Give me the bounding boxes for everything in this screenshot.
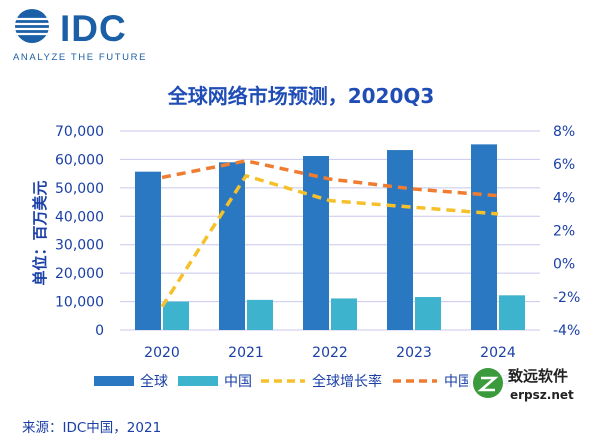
y-axis-label: 单位：百万美元 (31, 180, 49, 285)
right-tick-label: -4% (553, 323, 580, 339)
right-tick-label: -2% (553, 290, 580, 306)
idc-logo: IDC ANALYZE THE FUTURE (13, 8, 147, 63)
legend-label-global: 全球 (140, 373, 168, 390)
logo-name: IDC (60, 8, 127, 49)
globe-icon (15, 9, 49, 43)
legend-swatch-global (94, 376, 134, 386)
left-tick-label: 20,000 (55, 266, 104, 282)
legend-item-global: 全球 (94, 373, 168, 390)
bar-global (303, 156, 329, 330)
right-axis-ticks: -4% -2% 0% 2% 4% 6% 8% (553, 124, 580, 339)
legend-item-global-growth: 全球增长率 (261, 373, 382, 390)
bar-china (331, 298, 357, 330)
bar-china (415, 297, 441, 330)
watermark-url: erpsz.net (510, 388, 574, 402)
legend-swatch-china (178, 376, 218, 386)
bar-global (471, 144, 497, 330)
right-tick-label: 2% (553, 224, 575, 240)
right-tick-label: 4% (553, 190, 575, 206)
legend-item-china: 中国 (178, 374, 252, 390)
bar-china (499, 295, 525, 330)
left-tick-label: 30,000 (55, 238, 104, 254)
left-tick-label: 60,000 (55, 152, 104, 168)
chart-title: 全球网络市场预测，2020Q3 (167, 84, 435, 108)
left-axis-ticks: 0 10,000 20,000 30,000 40,000 50,000 60,000 70,… (55, 124, 104, 339)
source-note: 来源：IDC中国，2021 (22, 420, 161, 436)
line-china-growth (161, 159, 499, 198)
watermark: 致远软件 erpsz.net (468, 362, 600, 406)
right-tick-label: 0% (553, 257, 575, 273)
right-tick-label: 6% (553, 157, 575, 173)
x-tick-label: 2022 (312, 345, 348, 361)
bar-china (163, 301, 189, 330)
legend-label-china: 中国 (224, 374, 252, 390)
legend-label-global-growth: 全球增长率 (312, 373, 382, 390)
x-axis-ticks: 2020 2021 2022 2023 2024 (144, 345, 516, 361)
bar-global (219, 162, 245, 330)
x-tick-label: 2024 (480, 345, 516, 361)
logo-tagline: ANALYZE THE FUTURE (13, 52, 147, 63)
legend: 全球 中国 全球增长率 中国增长率 (94, 373, 514, 390)
x-tick-label: 2020 (144, 345, 180, 361)
bar-global (387, 150, 413, 330)
line-global-growth (160, 174, 499, 308)
growth-lines (160, 159, 499, 308)
bars (135, 144, 525, 330)
bar-china (247, 299, 273, 330)
x-tick-label: 2023 (396, 345, 432, 361)
watermark-name: 致远软件 (508, 367, 568, 385)
left-tick-label: 40,000 (55, 209, 104, 225)
left-tick-label: 0 (95, 323, 104, 339)
bar-global (135, 171, 161, 330)
left-tick-label: 70,000 (55, 124, 104, 140)
x-tick-label: 2021 (228, 345, 264, 361)
left-tick-label: 10,000 (55, 295, 104, 311)
left-tick-label: 50,000 (55, 181, 104, 197)
grid-lines (120, 130, 540, 331)
right-tick-label: 8% (553, 124, 575, 140)
